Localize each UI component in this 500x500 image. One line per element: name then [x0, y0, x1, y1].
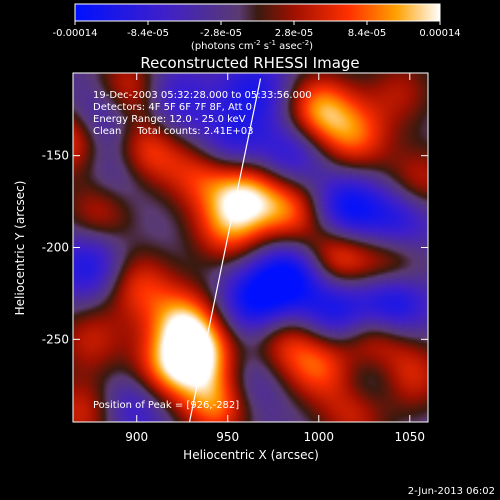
plot-area: 900 950 1000 1050 -150 -200 -250 19-Dec-2003 0… — [42, 72, 429, 444]
y-axis-label: Heliocentric Y (arcsec) — [13, 181, 27, 316]
colorbar-tick-label: -2.8e-05 — [200, 28, 242, 39]
y-tick-label: -250 — [42, 332, 69, 346]
x-tick-label: 900 — [125, 430, 148, 444]
colorbar-ticks: -0.00014 -8.4e-05 -2.8e-05 2.8e-05 8.4e-05 0.… — [53, 21, 461, 39]
axis-ticks: 900 950 1000 1050 -150 -200 -250 — [42, 73, 428, 444]
solar-limb-line — [188, 78, 262, 422]
annotation-energy-range: Energy Range: 12.0 - 25.0 keV — [93, 114, 246, 125]
y-tick-label: -150 — [42, 149, 69, 163]
colorbar-tick-label: 2.8e-05 — [275, 28, 313, 39]
footer-timestamp: 2-Jun-2013 06:02 — [408, 486, 495, 497]
colorbar-tick-label: 8.4e-05 — [348, 28, 386, 39]
annotation-time-range: 19-Dec-2003 05:32:28.000 to 05:33:56.000 — [93, 90, 312, 101]
y-tick-label: -200 — [42, 241, 69, 255]
peak-position-label: Position of Peak = [926,-282] — [93, 400, 239, 411]
colorbar-gradient — [75, 4, 440, 21]
annotation-detectors: Detectors: 4F 5F 6F 7F 8F, Att 0 — [93, 102, 252, 113]
colorbar-tick-label: -8.4e-05 — [127, 28, 169, 39]
x-tick-label: 950 — [216, 430, 239, 444]
colorbar-label: (photons cm-2 s-1 asec-2) — [191, 39, 313, 52]
colorbar-tick-label: -0.00014 — [53, 28, 98, 39]
chart-title: Reconstructed RHESSI Image — [140, 54, 359, 72]
colorbar-tick-label: 0.00014 — [419, 28, 460, 39]
x-axis-label: Heliocentric X (arcsec) — [183, 448, 319, 462]
annotation-clean-counts: Clean Total counts: 2.41E+03 — [93, 126, 253, 137]
heatmap-image — [73, 73, 428, 422]
x-tick-label: 1000 — [303, 430, 334, 444]
colorbar: -0.00014 -8.4e-05 -2.8e-05 2.8e-05 8.4e-05 0.… — [53, 3, 461, 52]
colorbar-frame — [74, 3, 441, 22]
x-tick-label: 1050 — [395, 430, 426, 444]
